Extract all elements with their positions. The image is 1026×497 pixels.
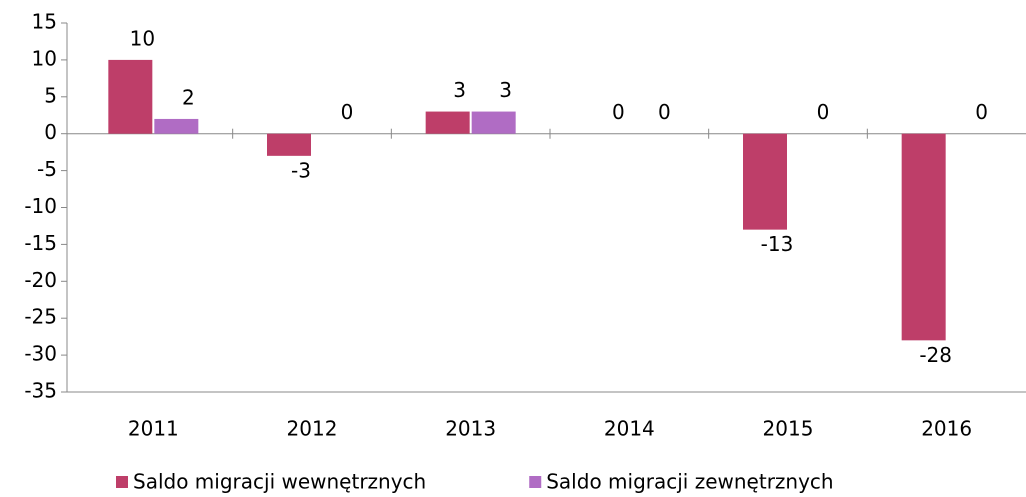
bar [901,133,946,341]
x-tick-label: 2014 [604,417,655,441]
x-tick-label: 2012 [287,417,338,441]
x-tick-label: 2016 [921,417,972,441]
bar [425,111,470,134]
data-label: -3 [291,158,311,182]
y-tick-label: -30 [24,342,57,366]
y-tick-label: -35 [24,379,57,403]
legend-swatch [529,476,542,488]
y-tick-label: -25 [24,305,57,329]
x-tick-label: 2015 [763,417,814,441]
data-label: 0 [817,100,830,124]
data-label: 3 [453,78,466,102]
bar [267,133,311,156]
y-tick-label: -5 [37,157,57,181]
y-tick-label: -20 [24,268,57,292]
legend-swatch [116,476,128,488]
y-tick-label: -10 [24,194,57,218]
y-tick-label: 10 [32,46,57,70]
legend-label: Saldo migracji zewnętrznych [546,470,833,494]
data-label: -28 [919,343,952,367]
data-label: 0 [658,100,671,124]
x-tick-label: 2013 [445,417,496,441]
bar [108,59,153,134]
data-label: 3 [499,78,512,102]
data-label: 2 [182,85,195,109]
bar [743,133,787,230]
y-tick-label: 0 [44,120,57,144]
data-label: 0 [975,100,988,124]
y-tick-label: 5 [44,83,57,107]
data-label: 10 [130,26,155,50]
data-label: -13 [761,232,794,256]
x-tick-label: 2011 [128,417,179,441]
y-tick-label: 15 [32,10,57,34]
bar [154,118,199,134]
bar [471,111,516,134]
data-label: 0 [612,100,625,124]
legend-label: Saldo migracji wewnętrznych [133,470,426,494]
y-tick-label: -15 [24,231,57,255]
data-label: 0 [341,100,354,124]
